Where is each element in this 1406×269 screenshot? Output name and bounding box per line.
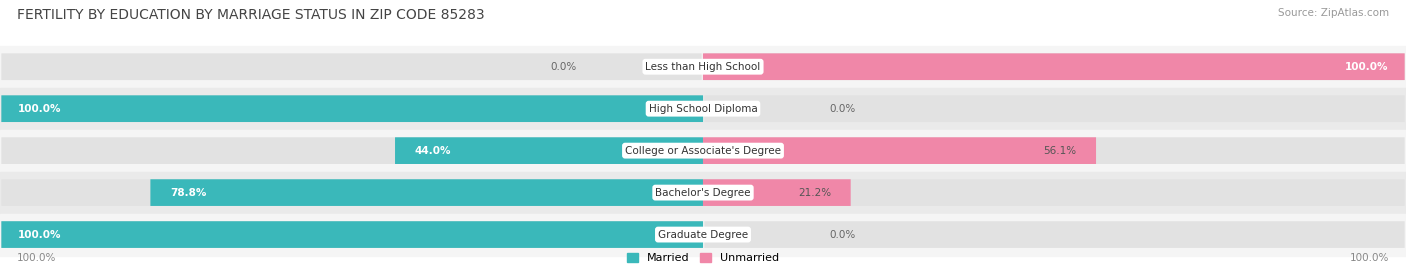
Text: Less than High School: Less than High School [645, 62, 761, 72]
FancyBboxPatch shape [1, 221, 703, 248]
Text: FERTILITY BY EDUCATION BY MARRIAGE STATUS IN ZIP CODE 85283: FERTILITY BY EDUCATION BY MARRIAGE STATU… [17, 8, 485, 22]
FancyBboxPatch shape [703, 53, 1405, 80]
Text: 100.0%: 100.0% [17, 229, 60, 240]
Text: 78.8%: 78.8% [170, 187, 207, 198]
FancyBboxPatch shape [704, 137, 1405, 164]
Text: 100.0%: 100.0% [1350, 253, 1389, 263]
Bar [0, 172, 1406, 214]
Bar [0, 214, 1406, 256]
Text: Graduate Degree: Graduate Degree [658, 229, 748, 240]
FancyBboxPatch shape [1, 95, 702, 122]
Text: 0.0%: 0.0% [550, 62, 576, 72]
Text: High School Diploma: High School Diploma [648, 104, 758, 114]
FancyBboxPatch shape [703, 137, 1097, 164]
FancyBboxPatch shape [150, 179, 703, 206]
Bar [0, 130, 1406, 172]
Text: 100.0%: 100.0% [17, 253, 56, 263]
FancyBboxPatch shape [1, 179, 702, 206]
Text: Source: ZipAtlas.com: Source: ZipAtlas.com [1278, 8, 1389, 18]
Text: 44.0%: 44.0% [415, 146, 451, 156]
FancyBboxPatch shape [704, 53, 1405, 80]
Bar [0, 88, 1406, 130]
Text: 0.0%: 0.0% [830, 229, 856, 240]
FancyBboxPatch shape [704, 221, 1405, 248]
FancyBboxPatch shape [1, 95, 703, 122]
Text: 56.1%: 56.1% [1043, 146, 1077, 156]
Bar [0, 46, 1406, 88]
Legend: Married, Unmarried: Married, Unmarried [627, 253, 779, 263]
Text: Bachelor's Degree: Bachelor's Degree [655, 187, 751, 198]
FancyBboxPatch shape [704, 95, 1405, 122]
Text: 100.0%: 100.0% [1346, 62, 1389, 72]
Text: 100.0%: 100.0% [17, 104, 60, 114]
FancyBboxPatch shape [395, 137, 703, 164]
FancyBboxPatch shape [704, 179, 1405, 206]
Text: 21.2%: 21.2% [797, 187, 831, 198]
Text: College or Associate's Degree: College or Associate's Degree [626, 146, 780, 156]
FancyBboxPatch shape [1, 221, 702, 248]
FancyBboxPatch shape [1, 53, 702, 80]
FancyBboxPatch shape [703, 179, 851, 206]
FancyBboxPatch shape [1, 137, 702, 164]
Text: 0.0%: 0.0% [830, 104, 856, 114]
